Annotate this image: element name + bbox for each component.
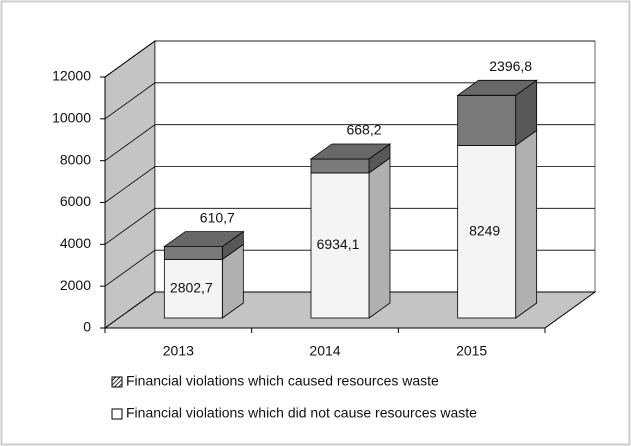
bar-segment	[457, 94, 517, 146]
bar-top	[309, 143, 392, 160]
grid-line	[104, 82, 595, 120]
x-tick-label: 2013	[163, 343, 194, 359]
x-tick-label: 2015	[456, 343, 487, 359]
bar-segment	[163, 258, 223, 319]
bar-top	[163, 231, 245, 248]
grid-line	[104, 249, 595, 287]
grid-line	[104, 40, 595, 78]
bar-segment	[163, 246, 223, 260]
y-tick-label: 12000	[52, 68, 91, 84]
y-tick-label: 10000	[52, 110, 91, 126]
bar-segment	[310, 158, 370, 174]
bar-segment	[457, 145, 517, 319]
y-tick-label: 2000	[60, 277, 91, 293]
legend-label: Financial violations which caused resour…	[126, 373, 439, 389]
bar-top	[456, 79, 538, 96]
value-label: 2396,8	[489, 58, 532, 74]
value-label: 668,2	[346, 122, 381, 138]
value-label: 8249	[469, 222, 500, 238]
value-label: 610,7	[200, 209, 235, 225]
labels: 2013 2802,7 610,7 2014 6934,1 668,2 2015 8249 23…	[163, 58, 533, 359]
y-tick-label: 6000	[60, 193, 91, 209]
bar-side	[368, 157, 391, 319]
grid-line	[104, 166, 595, 203]
legend-swatch	[111, 376, 123, 388]
bar-segment	[310, 172, 370, 319]
value-label: 6934,1	[317, 236, 360, 252]
y-tick-label: 4000	[60, 235, 91, 251]
grid-line	[104, 124, 595, 161]
bars	[163, 79, 538, 319]
grid-line	[104, 207, 595, 245]
x-tick-label: 2014	[309, 343, 340, 359]
y-tick-label: 0	[83, 319, 91, 335]
legend-label: Financial violations which did not cause…	[126, 405, 477, 421]
value-label: 2802,7	[170, 279, 213, 295]
y-tick-label: 8000	[60, 151, 91, 167]
grid	[104, 40, 595, 287]
legend-swatch	[111, 408, 123, 420]
bar-side	[515, 129, 538, 319]
